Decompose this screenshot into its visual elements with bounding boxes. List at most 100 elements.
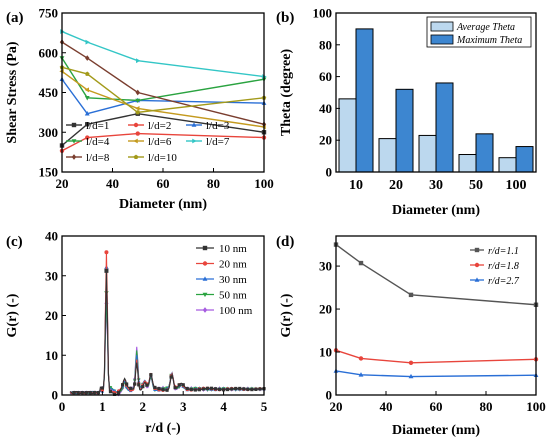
panel-d-ytick-label: 10 — [319, 345, 332, 360]
panel-b-ytick-label: 20 — [319, 133, 332, 148]
legend-marker-r/d=1.1 — [474, 247, 480, 253]
series-line-100 nm — [69, 303, 265, 396]
legend-label-10 nm: 10 nm — [219, 243, 247, 255]
data-point-r/d=1.1 — [408, 292, 414, 298]
legend-marker-l/d=4 — [71, 139, 77, 144]
data-point-peak-20 nm — [104, 250, 109, 255]
data-point-10 nm — [145, 383, 149, 387]
legend-label-l/d=7: l/d=7 — [206, 136, 230, 148]
legend-label-l/d=3: l/d=3 — [206, 120, 230, 132]
series-line-l/d=8 — [61, 41, 265, 125]
data-point-10 nm — [181, 383, 185, 387]
series-line-l/d=7 — [61, 30, 265, 78]
legend-marker-r/d=1.8 — [474, 262, 480, 268]
data-point-10 nm — [84, 391, 88, 395]
legend-marker-10 nm — [202, 245, 208, 251]
panel-a-xtick-label: 40 — [106, 176, 119, 191]
data-point-10 nm — [96, 391, 100, 395]
panel-a-ytick-label: 300 — [39, 125, 59, 140]
data-point-10 nm — [205, 386, 210, 390]
panel-d-xtick-label: 60 — [430, 399, 443, 414]
panel-a-xtick-label: 60 — [157, 176, 170, 191]
panel-c-xtick-label: 0 — [59, 399, 66, 414]
data-point-10 nm — [213, 387, 218, 391]
panel-a-ytick-label: 600 — [39, 45, 59, 60]
data-point-10 nm — [76, 391, 80, 395]
panel-b-panel-label: (b) — [276, 10, 294, 26]
legend-marker-100 nm — [202, 307, 208, 313]
panel-d-xtick-label: 100 — [526, 399, 546, 414]
data-point-l/d=7 — [135, 58, 141, 64]
panel-a-ytick-label: 450 — [39, 85, 59, 100]
legend-label-l/d=1: l/d=1 — [86, 120, 109, 132]
legend-marker-l/d=3 — [191, 122, 197, 127]
legend-marker-50 nm — [202, 292, 208, 298]
panel-b-xtick-label: 100 — [506, 178, 527, 193]
panel-b-frame — [335, 12, 537, 173]
data-point-l/d=1 — [85, 122, 90, 127]
legend-marker-r/d=2.7 — [474, 277, 480, 282]
panel-c-xtick-label: 5 — [261, 399, 268, 414]
panel-d-ylabel: G(r) (-) — [279, 293, 294, 337]
data-point-10 nm — [242, 387, 246, 391]
panel-c-xtick-label: 4 — [220, 399, 227, 414]
panel-d-frame — [335, 235, 537, 396]
panel-a-ylabel: Shear Stress (Pa) — [5, 41, 20, 143]
data-point-10 nm — [209, 386, 214, 390]
data-point-peak-10 nm — [104, 268, 109, 273]
data-point-10 nm — [108, 390, 113, 394]
data-point-10 nm — [189, 387, 193, 392]
data-point-r/d=2.7 — [408, 373, 414, 379]
data-point-10 nm — [149, 373, 153, 377]
legend-marker-l/d=10 — [133, 154, 139, 159]
data-point-10 nm — [100, 386, 104, 390]
legend-label-Maximum Theta: Maximum Theta — [456, 35, 522, 46]
legend-label-l/d=6: l/d=6 — [148, 136, 172, 148]
panel-d-ytick-label: 0 — [326, 388, 333, 403]
data-point-10 nm — [254, 387, 258, 392]
data-point-10 nm — [165, 388, 169, 392]
series-line-l/d=6 — [61, 70, 265, 128]
bar-Average Theta-20 — [378, 138, 397, 173]
data-point-10 nm — [116, 391, 121, 395]
data-point-10 nm — [141, 385, 145, 389]
bar-Maximum Theta-20 — [395, 88, 414, 173]
data-point-10 nm — [258, 387, 262, 391]
data-point-10 nm — [133, 382, 137, 386]
bar-Maximum Theta-10 — [355, 28, 374, 173]
data-point-10 nm — [238, 386, 242, 391]
bar-Average Theta-50 — [458, 154, 477, 173]
panel-c-ytick-label: 40 — [45, 229, 58, 244]
data-point-l/d=6 — [84, 87, 90, 93]
series-line-l/d=2 — [61, 132, 265, 152]
panel-a-xtick-label: 20 — [56, 176, 69, 191]
panel-b-ytick-label: 40 — [319, 101, 332, 116]
series-line-l/d=3 — [61, 78, 265, 115]
data-point-10 nm — [222, 388, 226, 392]
panel-c-panel-label: (c) — [6, 234, 23, 250]
data-point-10 nm — [169, 375, 173, 379]
data-point-l/d=2 — [135, 131, 140, 136]
panel-b-ylabel: Theta (degree) — [279, 49, 294, 137]
bar-Maximum Theta-100 — [515, 146, 534, 173]
bar-Average Theta-10 — [338, 98, 357, 173]
panel-b-ytick-label: 0 — [326, 165, 333, 180]
legend-marker-l/d=1 — [71, 122, 77, 128]
data-point-l/d=4 — [84, 96, 90, 101]
legend-marker-30 nm — [202, 276, 208, 281]
series-line-r/d=1.1 — [335, 244, 537, 306]
panel-d-xtick-label: 20 — [330, 399, 343, 414]
data-point-r/d=2.7 — [358, 372, 364, 377]
data-point-l/d=8 — [85, 55, 90, 61]
legend-swatch-Average Theta — [430, 21, 454, 32]
data-point-10 nm — [230, 387, 234, 391]
panel-c-ytick-label: 20 — [45, 308, 58, 323]
legend-label-100 nm: 100 nm — [219, 305, 253, 317]
series-line-r/d=2.7 — [335, 370, 537, 378]
legend-label-30 nm: 30 nm — [219, 274, 247, 286]
legend-marker-l/d=7 — [192, 138, 197, 144]
data-point-10 nm — [129, 386, 133, 390]
data-point-10 nm — [92, 391, 96, 395]
data-point-10 nm — [88, 391, 92, 395]
